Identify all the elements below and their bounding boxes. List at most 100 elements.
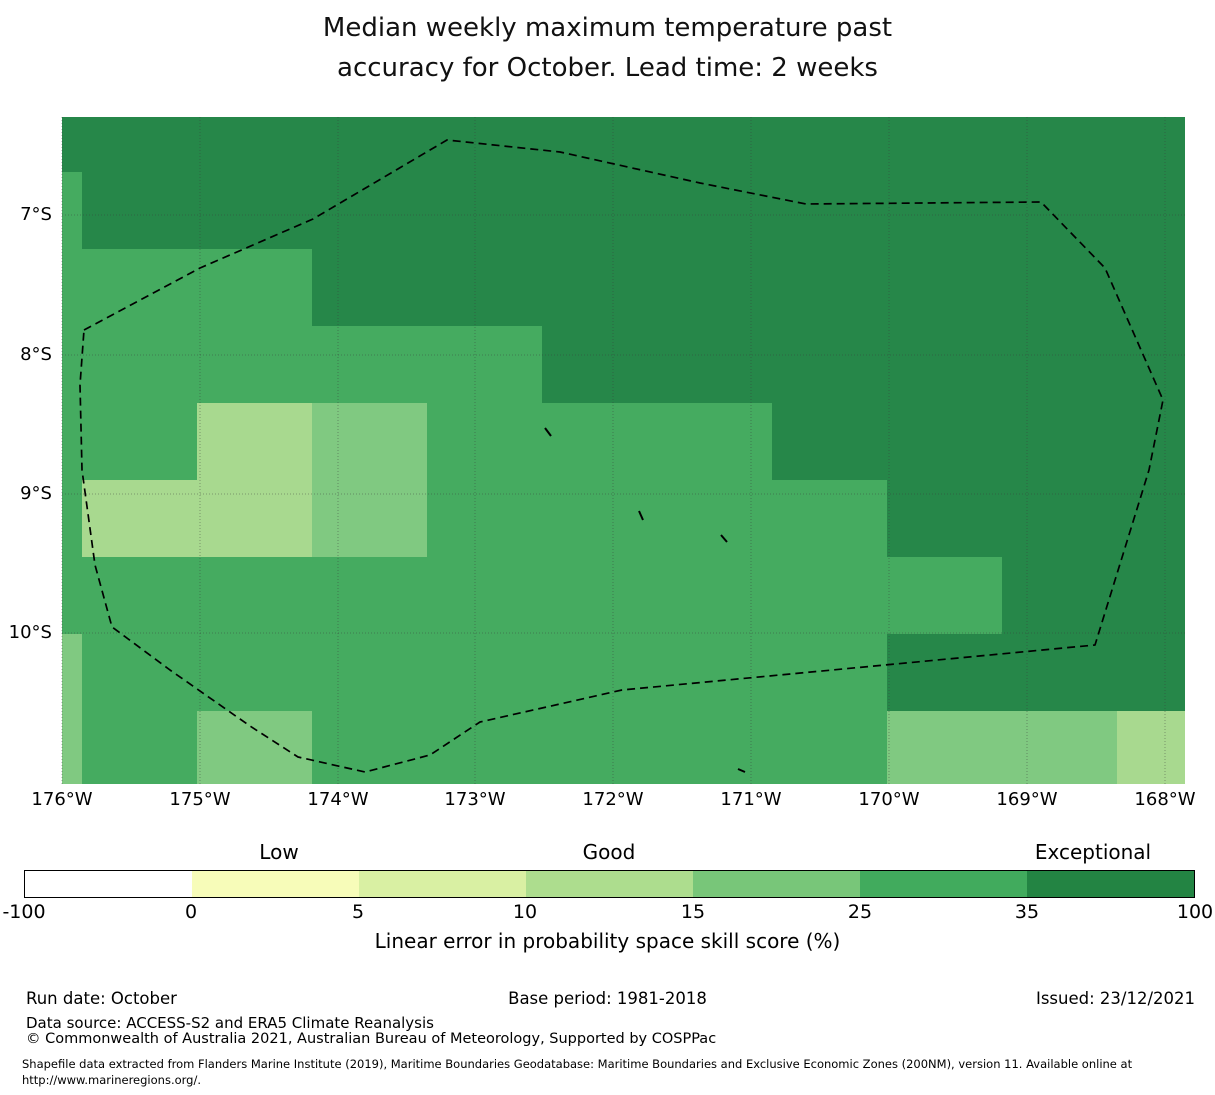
x-tick-label: 172°W xyxy=(582,789,644,810)
map-cell xyxy=(427,480,542,557)
map-cell xyxy=(1002,634,1117,711)
map-cell xyxy=(62,557,82,634)
map-cell xyxy=(197,480,312,557)
map-cell xyxy=(1002,480,1117,557)
map-cell xyxy=(312,557,427,634)
shapefile-attribution-line2: http://www.marineregions.org/. xyxy=(22,1073,201,1087)
colorbar-tick-label: 10 xyxy=(512,901,538,923)
map-cell xyxy=(772,634,887,711)
copyright-text: © Commonwealth of Australia 2021, Austra… xyxy=(26,1031,717,1047)
map-cell xyxy=(772,711,887,784)
map-cell xyxy=(1002,172,1117,249)
map-cell xyxy=(62,326,82,403)
colorbar xyxy=(24,870,1195,898)
y-tick-label: 7°S xyxy=(20,204,52,225)
map-cell xyxy=(1117,711,1185,784)
map-cell xyxy=(62,480,82,557)
map-cell xyxy=(427,326,542,403)
island-coastline-mark xyxy=(720,534,728,543)
map-cell xyxy=(542,634,657,711)
x-tick-label: 168°W xyxy=(1134,789,1196,810)
map-cell xyxy=(312,403,427,480)
colorbar-tick-label: 35 xyxy=(1014,901,1040,923)
map-cell xyxy=(197,557,312,634)
map-cell xyxy=(427,711,542,784)
colorbar-band-label: Good xyxy=(582,840,636,864)
colorbar-tick-label: 0 xyxy=(184,901,198,923)
map-cell xyxy=(887,557,1002,634)
map-cell xyxy=(312,634,427,711)
map-cell xyxy=(197,634,312,711)
x-tick-label: 175°W xyxy=(169,789,231,810)
colorbar-tick-label: -100 xyxy=(2,901,46,923)
map-cell xyxy=(542,557,657,634)
map-cell xyxy=(772,172,887,249)
map-cell xyxy=(312,326,427,403)
chart-title-line1: Median weekly maximum temperature past xyxy=(322,13,893,43)
map-cell xyxy=(772,557,887,634)
data-source-text: Data source: ACCESS-S2 and ERA5 Climate … xyxy=(26,1014,434,1032)
island-coastline-mark xyxy=(737,768,746,773)
map-cell xyxy=(887,117,1002,172)
y-tick-label: 8°S xyxy=(20,344,52,365)
map-cell xyxy=(82,326,197,403)
map-cell xyxy=(542,326,657,403)
base-period-text: Base period: 1981-2018 xyxy=(508,989,707,1008)
island-coastline-mark xyxy=(638,510,644,521)
map-cell xyxy=(197,172,312,249)
map-cell xyxy=(887,403,1002,480)
map-cell xyxy=(62,403,82,480)
map-cell xyxy=(197,711,312,784)
map-cell xyxy=(427,172,542,249)
colorbar-tick-label: 15 xyxy=(680,901,706,923)
map-cell xyxy=(1117,634,1185,711)
map-cell xyxy=(887,172,1002,249)
colorbar-segment xyxy=(860,871,1027,897)
map-cell xyxy=(197,117,312,172)
map-cell xyxy=(82,117,197,172)
colorbar-band-label: Low xyxy=(259,840,299,864)
map-cell xyxy=(772,326,887,403)
map-cell xyxy=(887,249,1002,326)
map-cell xyxy=(1117,249,1185,326)
map-cell xyxy=(62,249,82,326)
map-cell xyxy=(772,480,887,557)
map-cell xyxy=(312,711,427,784)
map-cell xyxy=(1117,403,1185,480)
map-cell xyxy=(772,249,887,326)
map-cell xyxy=(1002,249,1117,326)
map-cell xyxy=(82,172,197,249)
y-tick-label: 10°S xyxy=(8,622,52,643)
map-cell xyxy=(62,172,82,249)
x-tick-label: 173°W xyxy=(444,789,506,810)
map-cell xyxy=(82,249,197,326)
map-cell xyxy=(657,557,772,634)
map-cell xyxy=(427,249,542,326)
map-cell xyxy=(427,634,542,711)
run-date-text: Run date: October xyxy=(26,989,177,1008)
map-cell xyxy=(772,117,887,172)
map-cell xyxy=(312,480,427,557)
map-cell xyxy=(657,249,772,326)
map-cell xyxy=(1117,326,1185,403)
eez-boundary-dashed-line xyxy=(79,139,1164,773)
map-cell xyxy=(312,172,427,249)
colorbar-segment xyxy=(192,871,359,897)
map-cell xyxy=(1117,117,1185,172)
map-cell xyxy=(62,117,82,172)
map-cell xyxy=(657,634,772,711)
chart-title: Median weekly maximum temperature past a… xyxy=(0,8,1215,88)
x-tick-label: 169°W xyxy=(996,789,1058,810)
map-cell xyxy=(542,249,657,326)
colorbar-tick-label: 5 xyxy=(351,901,365,923)
map-cell xyxy=(887,326,1002,403)
map-cell xyxy=(312,249,427,326)
shapefile-attribution-line1: Shapefile data extracted from Flanders M… xyxy=(22,1057,1133,1071)
colorbar-band-label: Exceptional xyxy=(1034,840,1152,864)
map-cell xyxy=(887,480,1002,557)
map-cell xyxy=(542,403,657,480)
map-cell xyxy=(1117,172,1185,249)
map-cell xyxy=(657,326,772,403)
